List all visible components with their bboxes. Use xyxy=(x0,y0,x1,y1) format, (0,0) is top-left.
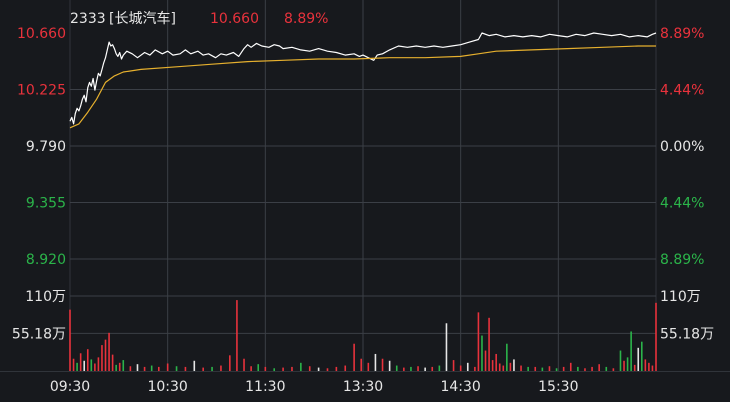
time-tick-label: 13:30 xyxy=(343,379,383,395)
volume-tick-label: 55.18万 xyxy=(12,326,66,342)
price-tick-label: 8.920 xyxy=(26,252,66,268)
chart-header: 2333 [长城汽车] 10.660 8.89% xyxy=(70,10,328,27)
time-tick-label: 15:30 xyxy=(538,379,578,395)
time-tick-label: 14:30 xyxy=(440,379,480,395)
price-series-line xyxy=(69,32,657,125)
stock-name: [长城汽车] xyxy=(109,10,176,27)
price-tick-label: 10.225 xyxy=(17,83,66,99)
percent-tick-label: 4.44% xyxy=(660,196,704,212)
price-tick-label: 9.355 xyxy=(26,196,66,212)
percent-tick-label: 8.89% xyxy=(660,252,704,268)
stock-code: 2333 xyxy=(70,11,106,27)
volume-bars xyxy=(69,300,657,371)
price-tick-label: 10.660 xyxy=(17,26,66,42)
price-lines xyxy=(69,32,657,129)
time-tick-label: 11:30 xyxy=(245,379,285,395)
grid-lines xyxy=(70,0,656,371)
percent-tick-label: 8.89% xyxy=(660,26,704,42)
axis-labels: 10.660 8.89% 10.225 4.44% 9.790 0.00% 9.355 4.4… xyxy=(12,26,714,395)
time-tick-label: 09:30 xyxy=(50,379,90,395)
volume-tick-label-right: 110万 xyxy=(660,289,701,305)
average-price-line xyxy=(69,45,656,129)
time-tick-label: 10:30 xyxy=(147,379,187,395)
volume-tick-label-right: 55.18万 xyxy=(660,326,714,342)
current-price: 10.660 xyxy=(210,11,259,27)
percent-tick-label: 0.00% xyxy=(660,139,704,155)
percent-tick-label: 4.44% xyxy=(660,83,704,99)
volume-tick-label: 110万 xyxy=(25,289,66,305)
price-tick-label: 9.790 xyxy=(26,139,66,155)
change-percent: 8.89% xyxy=(284,11,328,27)
